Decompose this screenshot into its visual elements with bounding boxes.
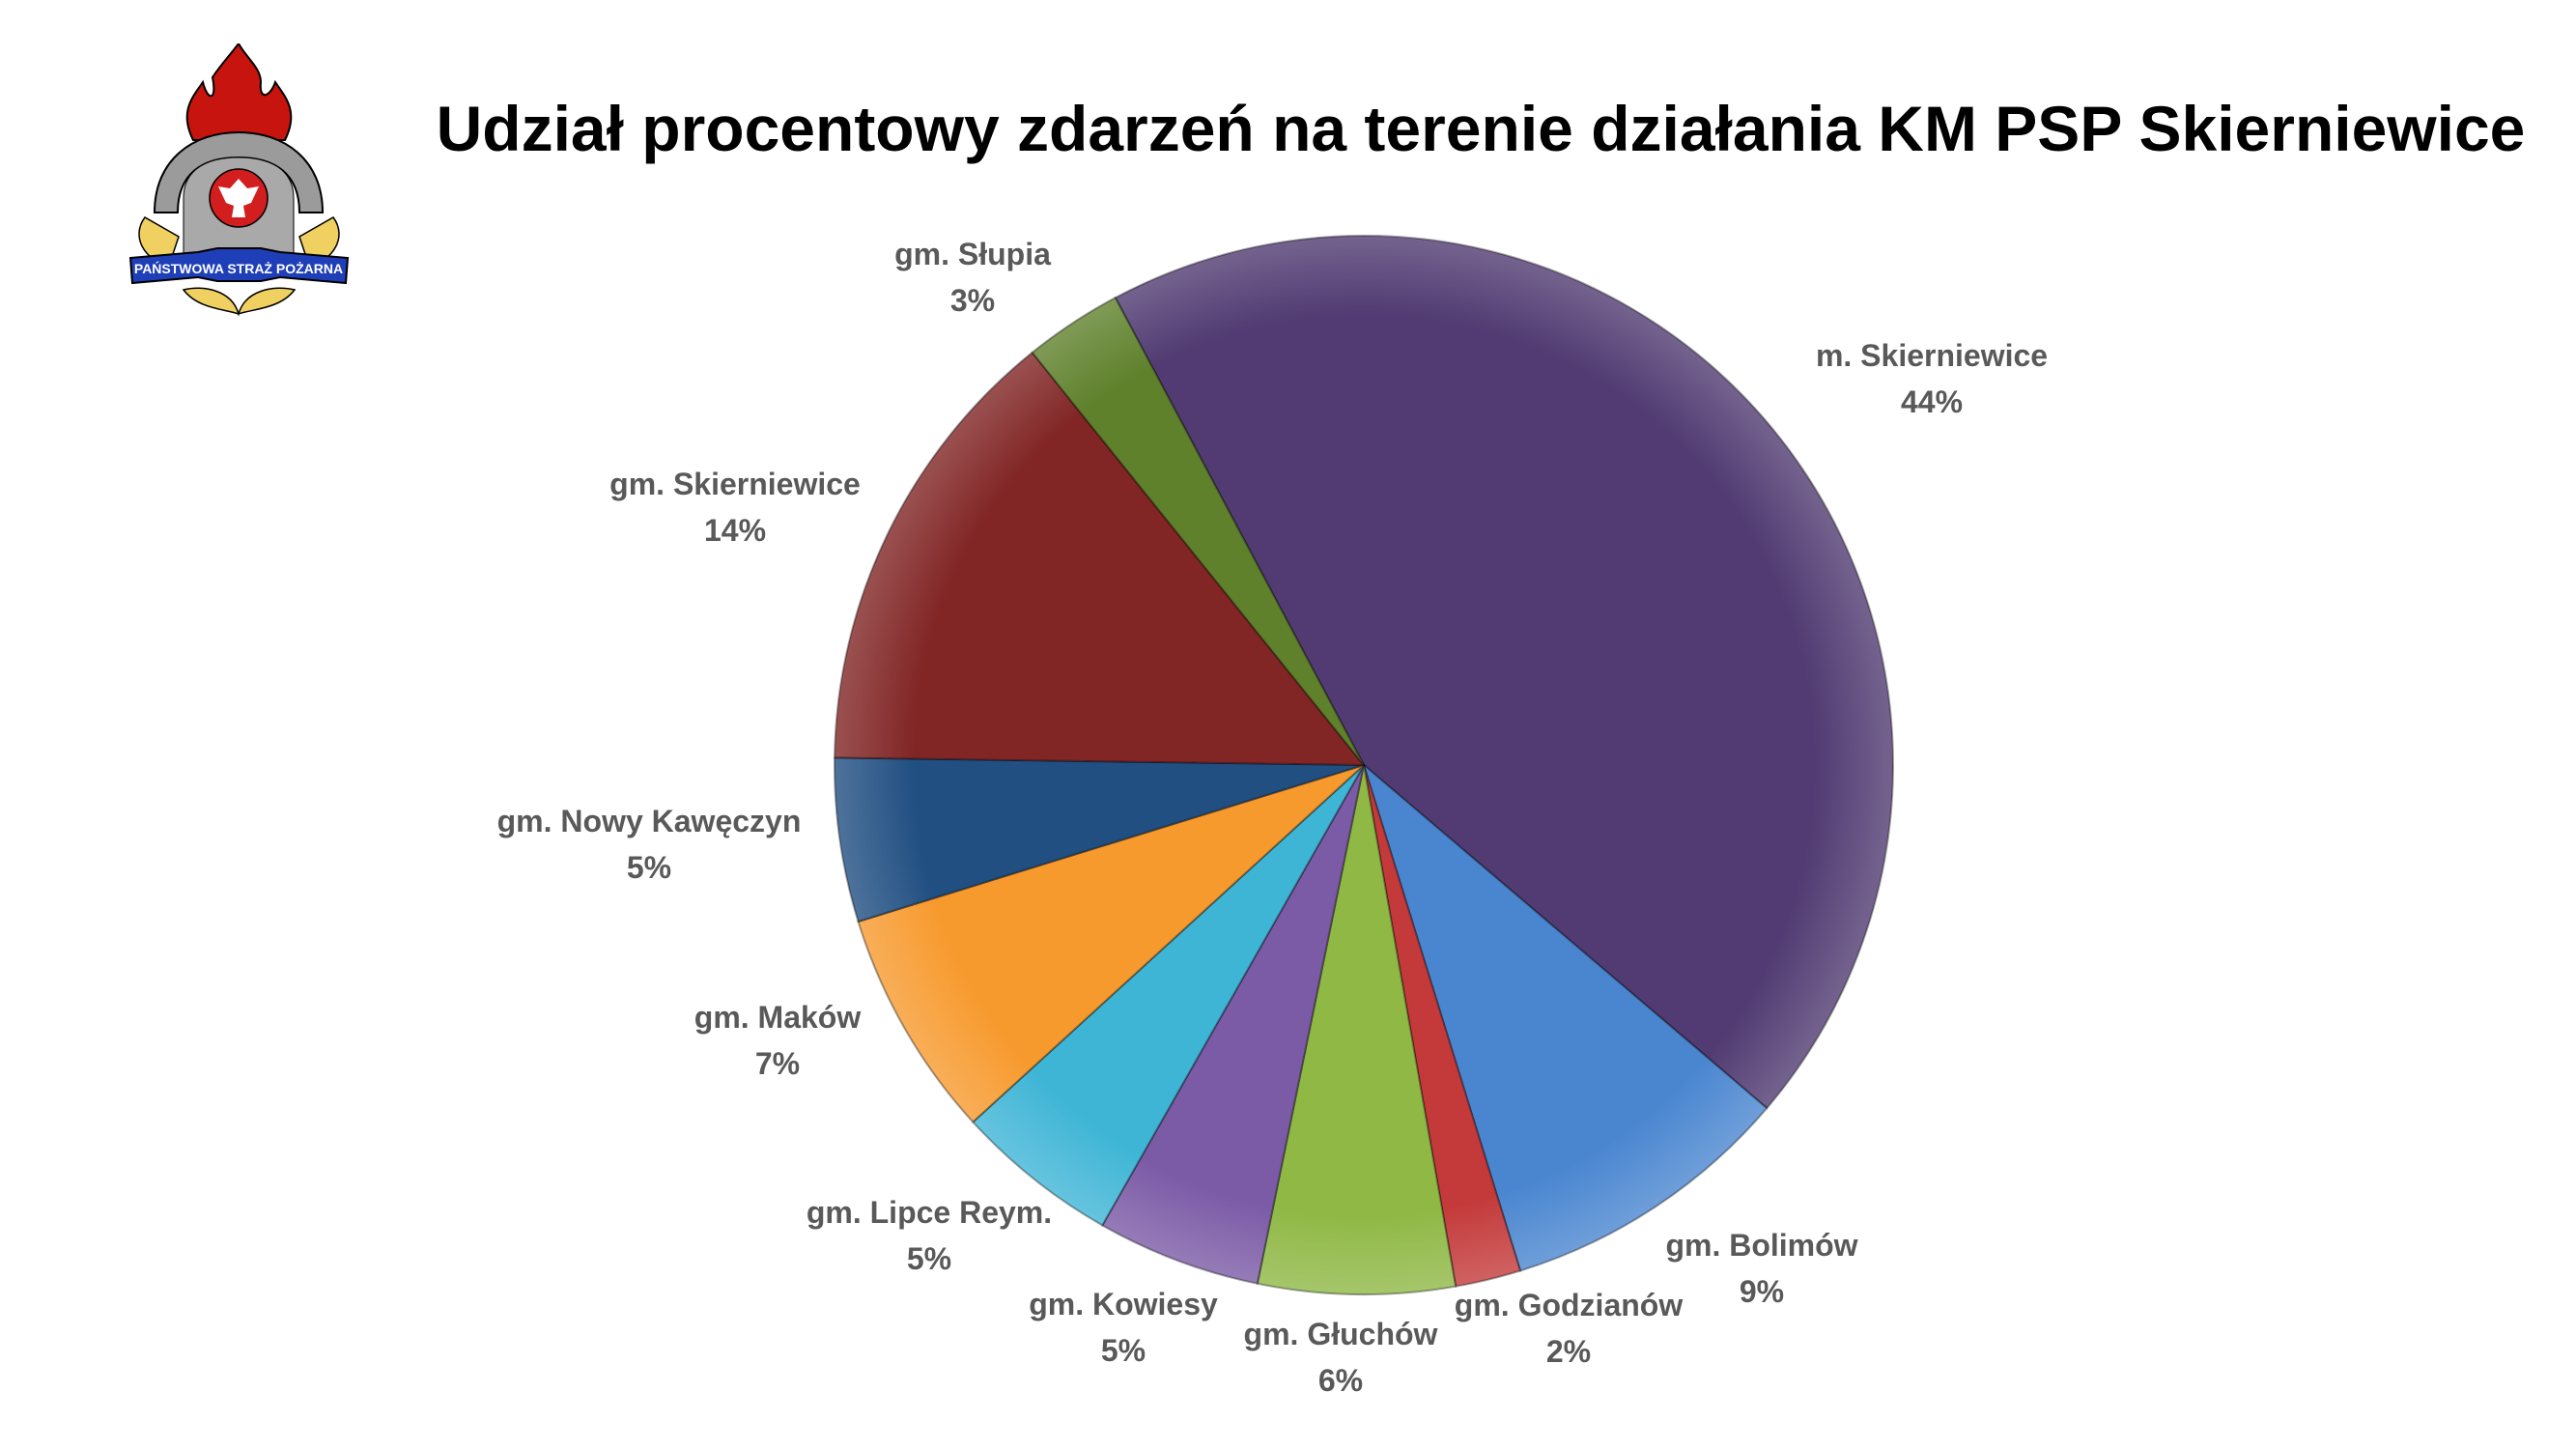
pie-slice-gm-bolimów (1362, 762, 1769, 1272)
chart-title: Udział procentowy zdarzeń na terenie dzi… (436, 93, 2526, 164)
slice-percent: 5% (626, 850, 672, 885)
slice-percent: 3% (949, 283, 996, 318)
slice-label: gm. Godzianów (1454, 1288, 1684, 1322)
slice-label: gm. Lipce Reym. (806, 1195, 1053, 1230)
data-label: gm. Godzianów 2% (1455, 1282, 1683, 1375)
data-label: gm. Bolimów 9% (1665, 1222, 1857, 1315)
slice-label: gm. Skierniewice (609, 467, 861, 501)
data-label: gm. Lipce Reym. 5% (807, 1189, 1052, 1282)
slice-percent: 14% (703, 513, 767, 548)
pie-slice-gm-godzianów (1363, 764, 1522, 1288)
pie-slice-gm-kowiesy (1100, 764, 1365, 1285)
slice-label: m. Skierniewice (1815, 338, 2049, 373)
pie-slice-gm-skierniewice (834, 351, 1367, 767)
pie-slice-gm-nowy-kawęczyn (834, 756, 1365, 923)
slice-percent: 44% (1900, 384, 1964, 419)
slice-label: gm. Bolimów (1665, 1228, 1858, 1263)
data-label: m. Skierniewice 44% (1816, 332, 2048, 425)
pie-slice-gm-lipce-reym- (971, 764, 1365, 1227)
data-label: gm. Nowy Kawęczyn 5% (497, 798, 802, 891)
slice-percent: 6% (1317, 1363, 1364, 1398)
pie-slice-gm-głuchów (1256, 764, 1458, 1295)
slice-percent: 5% (906, 1241, 952, 1276)
pie-slice-gm-maków (857, 764, 1365, 1123)
slice-label: gm. Maków (694, 1000, 862, 1035)
slice-label: gm. Słupia (894, 237, 1051, 271)
slice-percent: 5% (1100, 1333, 1146, 1368)
pie-slice-gm-słupia (1031, 296, 1365, 766)
data-label: gm. Słupia 3% (894, 231, 1051, 324)
data-label: gm. Skierniewice 14% (609, 461, 861, 554)
slice-percent: 2% (1545, 1334, 1592, 1369)
data-label: gm. Maków 7% (694, 994, 861, 1087)
logo-text: PAŃSTWOWA STRAŻ POŻARNA (134, 261, 343, 276)
psp-logo: PAŃSTWOWA STRAŻ POŻARNA (128, 43, 350, 317)
data-label: gm. Głuchów 6% (1244, 1311, 1438, 1404)
pie-slice-m-skierniewice (1114, 235, 1894, 1110)
slice-label: gm. Nowy Kawęczyn (496, 804, 802, 838)
slice-percent: 9% (1739, 1274, 1785, 1309)
slice-label: gm. Kowiesy (1029, 1287, 1218, 1321)
data-label: gm. Kowiesy 5% (1029, 1281, 1218, 1374)
slice-label: gm. Głuchów (1243, 1317, 1438, 1351)
slice-percent: 7% (754, 1046, 801, 1081)
